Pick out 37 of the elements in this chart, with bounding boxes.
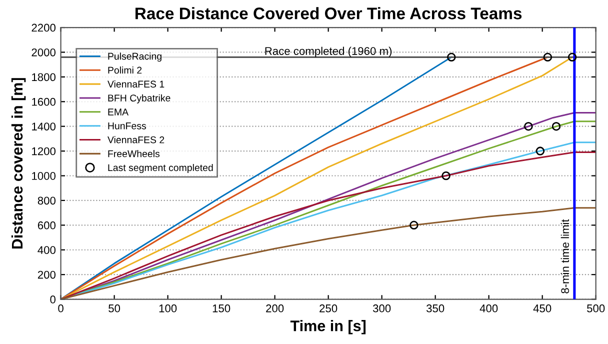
x-tick-label: 50 — [108, 304, 120, 312]
legend-label: Last segment completed — [108, 164, 213, 174]
x-tick-label: 250 — [320, 304, 338, 312]
ref-line-label: Race completed (1960 m) — [265, 46, 392, 58]
x-tick-label: 150 — [212, 304, 230, 312]
legend-label: Polimi 2 — [108, 66, 142, 74]
legend-label: PulseRacing — [108, 52, 162, 62]
legend-label: HunFess — [108, 122, 146, 130]
x-tick-label: 300 — [372, 304, 391, 312]
legend-label: ViennaFES 2 — [108, 136, 164, 144]
chart-title: Race Distance Covered Over Time Across Teams — [136, 7, 522, 20]
y-tick-label: 1200 — [32, 147, 56, 156]
legend-label: FreeWheels — [108, 150, 160, 158]
ref-line-label: 8-min time limit — [560, 219, 570, 294]
y-tick-label: 1400 — [32, 122, 56, 130]
y-tick-label: 2000 — [32, 48, 56, 56]
y-tick-label: 600 — [38, 221, 56, 230]
y-tick-label: 2200 — [32, 24, 56, 32]
legend-label: EMA — [108, 108, 129, 116]
x-tick-label: 100 — [159, 304, 177, 312]
x-tick-label: 0 — [58, 304, 64, 312]
x-axis-title: Time in [s] — [290, 320, 366, 334]
y-tick-label: 1000 — [32, 172, 56, 180]
y-tick-label: 200 — [38, 270, 56, 279]
y-tick-label: 0 — [50, 296, 56, 304]
y-tick-label: 1600 — [32, 98, 56, 106]
y-tick-label: 1800 — [32, 73, 56, 82]
x-tick-label: 450 — [533, 304, 552, 312]
x-tick-label: 400 — [480, 304, 498, 312]
x-tick-label: 500 — [587, 304, 605, 312]
y-tick-label: 400 — [38, 246, 56, 254]
legend-label: BFH Cybatrike — [108, 94, 170, 104]
y-axis-title: Distance covered in [m] — [11, 78, 26, 249]
x-tick-label: 350 — [426, 304, 444, 312]
x-tick-label: 200 — [266, 304, 284, 312]
y-tick-label: 800 — [38, 196, 56, 205]
legend-label: ViennaFES 1 — [108, 80, 164, 88]
